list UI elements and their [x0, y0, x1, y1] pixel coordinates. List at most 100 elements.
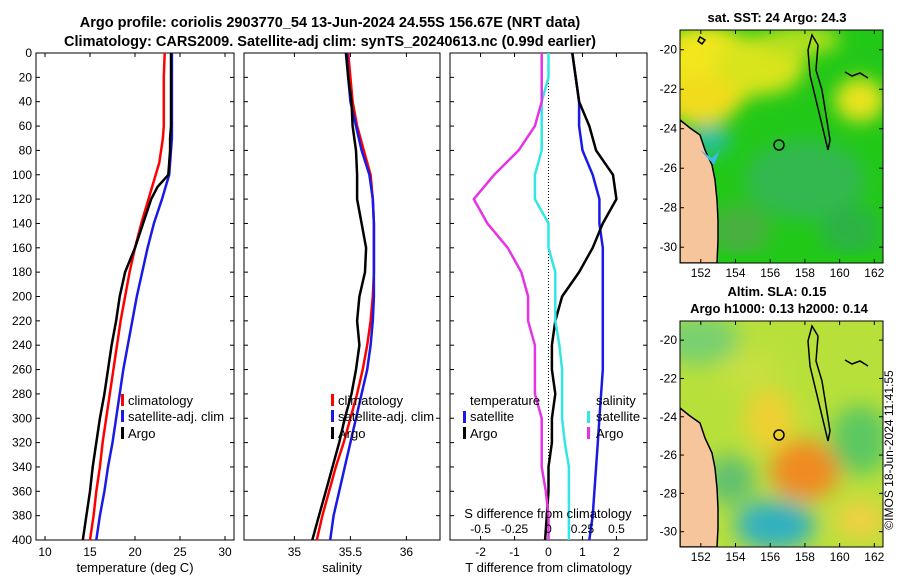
secondary-axis-label: S difference from climatology	[464, 506, 632, 521]
x-tick-label: 10	[38, 545, 52, 559]
y-tick-label: 20	[19, 70, 33, 84]
x-tick-label: 35.5	[339, 545, 363, 559]
reef-outline	[807, 33, 831, 151]
legend-swatch-argo	[121, 427, 124, 439]
map-x-tick-label: 160	[830, 550, 850, 564]
x-tick-label: 20	[128, 545, 142, 559]
plot-frame	[243, 52, 441, 541]
map-x-tick-label: 162	[864, 266, 884, 280]
y-tick-label: 60	[19, 119, 33, 133]
legend-label-temp-argo: Argo	[470, 426, 497, 441]
legend-label-sal-satellite: satellite	[596, 409, 640, 424]
x-tick-label: -2	[475, 545, 486, 559]
sst-map-ticks: -20 -22 -24 -26 -28 -30 152 154 156 158 160 162	[660, 30, 885, 280]
legend-label-argo: Argo	[338, 426, 365, 441]
series-line-argo	[81, 53, 173, 541]
legend-swatch-temp-argo	[463, 427, 466, 439]
map-y-tick-label: -30	[660, 240, 678, 254]
map-y-tick-label: -24	[660, 410, 678, 424]
series-line-salinity-argo	[472, 53, 550, 540]
plot-frame	[35, 52, 235, 541]
secondary-tick-label: 0.5	[608, 522, 625, 536]
legend-label-temp-satellite: satellite	[470, 409, 514, 424]
difference-panel: -2 -1 0 1 2T difference from climatology	[449, 52, 648, 575]
sla-map-title-line1: Altim. SLA: 0.15	[728, 284, 827, 299]
map-y-tick-label: -26	[660, 161, 678, 175]
map-x-tick-label: 154	[726, 550, 746, 564]
figure-title-line1: Argo profile: coriolis 2903770_54 13-Jun…	[80, 15, 581, 31]
coastal-shelf	[700, 150, 720, 165]
map-y-tick-label: -28	[660, 201, 678, 215]
y-tick-label: 200	[12, 290, 32, 304]
secondary-tick-label: 0.25	[571, 522, 595, 536]
secondary-tick-label: -0.25	[501, 522, 529, 536]
difference-legend: temperature satellite Argo salinity sate…	[463, 393, 640, 441]
legend-heading-temperature: temperature	[470, 393, 540, 408]
y-tick-label: 320	[12, 436, 32, 450]
map-x-tick-label: 160	[830, 266, 850, 280]
map-y-tick-label: -24	[660, 122, 678, 136]
secondary-tick-label: 0	[545, 522, 552, 536]
y-tick-label: 160	[12, 241, 32, 255]
map-x-tick-label: 162	[864, 550, 884, 564]
legend-swatch-satellite	[121, 410, 124, 422]
legend-label-satellite: satellite-adj. clim	[338, 409, 434, 424]
x-tick-label: 30	[218, 545, 232, 559]
coastline-land	[680, 407, 719, 547]
legend-label-sal-argo: Argo	[596, 426, 623, 441]
y-tick-label: 340	[12, 460, 32, 474]
x-tick-label: 15	[83, 545, 97, 559]
x-tick-label: 0	[545, 545, 552, 559]
x-tick-label: 36	[400, 545, 414, 559]
legend-label-satellite: satellite-adj. clim	[128, 409, 224, 424]
y-tick-label: 80	[19, 143, 33, 157]
figure-title-line2: Climatology: CARS2009. Satellite-adj cli…	[64, 34, 596, 50]
map-y-tick-label: -20	[660, 43, 678, 57]
y-tick-label: 180	[12, 265, 32, 279]
x-tick-label: 35	[288, 545, 302, 559]
legend-heading-salinity: salinity	[596, 393, 636, 408]
map-x-tick-label: 156	[760, 266, 780, 280]
legend-swatch-satellite	[331, 410, 334, 422]
reef-outline	[807, 324, 831, 442]
map-y-tick-label: -28	[660, 486, 678, 500]
legend-label-climatology: climatology	[128, 393, 194, 408]
argo-position-marker	[773, 139, 785, 151]
y-tick-label: 300	[12, 411, 32, 425]
series-line-temperature-argo	[543, 52, 618, 541]
map-y-tick-label: -20	[660, 333, 678, 347]
map-x-tick-label: 158	[795, 550, 815, 564]
sla-map-title-line2: Argo h1000: 0.13 h2000: 0.14	[690, 301, 869, 316]
salinity-legend: climatology satellite-adj. clim Argo	[331, 393, 434, 441]
legend-swatch-climatology	[331, 394, 334, 406]
y-tick-label: 260	[12, 363, 32, 377]
x-tick-label: 25	[173, 545, 187, 559]
map-y-tick-label: -22	[660, 371, 678, 385]
legend-swatch-argo	[331, 427, 334, 439]
y-tick-label: 40	[19, 95, 33, 109]
series-line-climatology	[88, 52, 166, 541]
sla-map-ticks: -20 -22 -24 -26 -28 -30 152 154 156 158 160 162	[660, 321, 885, 564]
map-y-tick-label: -22	[660, 82, 678, 96]
map-y-tick-label: -30	[660, 525, 678, 539]
y-tick-label: 100	[12, 168, 32, 182]
y-tick-label: 400	[12, 533, 32, 547]
secondary-axis-ticks: -0.5 -0.25 0 0.25 0.5	[470, 522, 625, 536]
coastline-land	[680, 119, 719, 263]
y-tick-label: 220	[12, 314, 32, 328]
y-tick-label: 240	[12, 338, 32, 352]
temperature-legend: climatology satellite-adj. clim Argo	[121, 393, 224, 441]
x-tick-label: 2	[613, 545, 620, 559]
legend-swatch-sal-argo	[587, 427, 590, 439]
x-tick-label: 1	[579, 545, 586, 559]
map-x-tick-label: 154	[726, 266, 746, 280]
map-x-tick-label: 152	[691, 550, 711, 564]
y-tick-label: 0	[25, 46, 32, 60]
sst-map-title: sat. SST: 24 Argo: 24.3	[708, 10, 847, 25]
map-x-tick-label: 156	[760, 550, 780, 564]
copyright-timestamp: ©IMOS 18-Jun-2024 11:41:55	[882, 370, 896, 530]
x-tick-label: -1	[509, 545, 520, 559]
y-tick-label: 380	[12, 509, 32, 523]
map-x-tick-label: 152	[691, 266, 711, 280]
